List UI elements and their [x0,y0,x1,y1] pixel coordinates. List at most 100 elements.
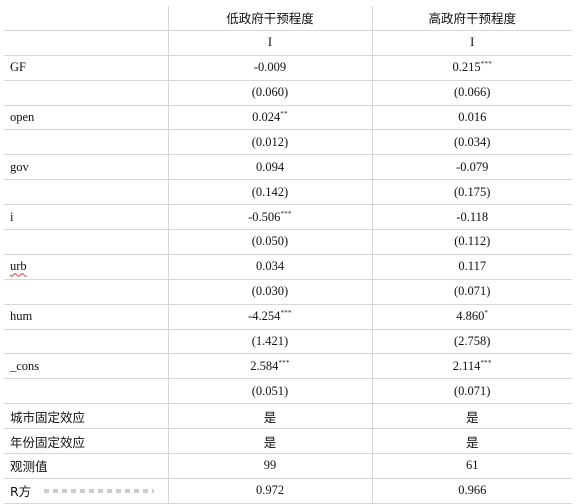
model-row: I I [4,30,572,56]
cell-value: (0.030) [251,284,289,299]
significance-stars: *** [280,209,292,218]
cell-value: (0.071) [454,383,491,398]
header-cell-low-intervention: 低政府干预程度 [168,6,373,31]
variable-name: 观测值 [10,459,48,475]
variable-name-cell [4,129,169,156]
value-cell-high-intervention: 0.966 [372,478,572,504]
significance-stars: *** [480,60,493,69]
cell-value: 4.860 [456,309,485,324]
value-cell-high-intervention: 是 [372,428,572,455]
cell-value: 0.094 [255,159,285,174]
value-cell-low-intervention: 2.584*** [168,353,373,380]
table-row: (0.051) (0.071) [4,378,572,405]
value-cell-low-intervention: (0.050) [168,229,373,255]
cell-value: 是 [263,434,277,450]
table-row: _cons 2.584*** 2.114*** [4,353,572,380]
variable-name-cell: gov [4,154,169,181]
table-row: gov 0.094 -0.079 [4,154,572,181]
value-cell-low-intervention: -4.254*** [168,304,373,330]
table-row: (0.060) (0.066) [4,80,572,106]
variable-name: 年份固定效应 [10,434,86,450]
variable-name-cell: urb [4,254,169,280]
value-cell-low-intervention: (0.060) [168,80,373,106]
variable-name: i [10,209,14,224]
value-cell-high-intervention: 61 [372,453,572,479]
table-row: 观测值 99 61 [4,453,572,479]
cell-value: 0.117 [458,259,487,274]
variable-name-cell: hum [4,304,169,330]
cell-value: 0.966 [458,483,487,498]
cell-value: (0.051) [251,383,289,398]
value-cell-high-intervention: 是 [372,403,572,430]
cell-value: (0.012) [251,134,289,149]
regression-table-container: 低政府干预程度 高政府干预程度 I I GF -0.009 0.215*** (0.0… [4,6,572,504]
value-cell-high-intervention: (0.175) [372,179,572,206]
model-cell-high: I [372,30,572,56]
table-row: open 0.024** 0.016 [4,105,572,131]
cell-value: 2.114 [452,358,481,373]
variable-name: R方 [10,484,32,500]
cell-value: (0.175) [454,184,491,199]
significance-stars: * [484,309,489,318]
table-row: (0.012) (0.034) [4,129,572,156]
header-row: 低政府干预程度 高政府干预程度 [4,6,572,31]
cell-value: -4.254 [248,309,281,324]
value-cell-high-intervention: (0.034) [372,129,572,156]
cell-value: (0.034) [454,134,491,149]
variable-name-cell [4,378,169,405]
cell-value: 是 [263,409,277,425]
variable-name-cell [4,229,169,255]
variable-name-cell: 城市固定效应 [4,403,169,430]
value-cell-low-intervention: 0.094 [168,154,373,181]
value-cell-high-intervention: (2.758) [372,329,572,355]
variable-name-cell [4,80,169,106]
table-row: (0.050) (0.112) [4,229,572,255]
table-row: (0.030) (0.071) [4,279,572,305]
cell-value: -0.118 [456,209,489,224]
cell-value: (0.066) [454,85,491,100]
table-row: hum -4.254*** 4.860* [4,304,572,330]
cell-value: 0.016 [458,110,487,124]
variable-name-cell [4,279,169,305]
table-row: 城市固定效应 是 是 [4,403,572,430]
cell-value: (0.142) [251,184,289,199]
table-row: urb 0.034 0.117 [4,254,572,280]
header-cell-high-intervention: 高政府干预程度 [372,6,572,31]
value-cell-high-intervention: -0.118 [372,204,572,231]
cell-value: -0.009 [253,60,287,75]
significance-stars: *** [278,358,290,367]
cell-value: 是 [465,434,479,450]
value-cell-low-intervention: (0.012) [168,129,373,156]
cell-value: 是 [465,409,479,425]
table-row: 年份固定效应 是 是 [4,428,572,455]
value-cell-high-intervention: (0.071) [372,378,572,405]
variable-name-cell: _cons [4,353,169,380]
variable-name-cell [4,329,169,355]
variable-name: gov [10,159,29,174]
value-cell-high-intervention: (0.066) [372,80,572,106]
value-cell-low-intervention: -0.009 [168,55,373,81]
value-cell-high-intervention: -0.079 [372,154,572,181]
cell-value: (0.112) [454,234,491,249]
regression-table-body: 低政府干预程度 高政府干预程度 I I GF -0.009 0.215*** (0.0… [4,6,572,504]
variable-name-cell: GF [4,55,169,81]
table-row: GF -0.009 0.215*** [4,55,572,81]
variable-name: _cons [10,358,40,373]
significance-stars: *** [280,309,292,318]
value-cell-low-intervention: 0.024** [168,105,373,131]
value-cell-low-intervention: 99 [168,453,373,479]
significance-stars: *** [480,358,492,367]
cell-value: (0.060) [251,85,289,100]
regression-table: 低政府干预程度 高政府干预程度 I I GF -0.009 0.215*** (0.0… [4,6,572,504]
value-cell-low-intervention: -0.506*** [168,204,373,231]
cell-value: -0.506 [248,209,281,224]
value-cell-high-intervention: (0.071) [372,279,572,305]
value-cell-low-intervention: (0.051) [168,378,373,405]
variable-name: hum [10,309,33,324]
significance-stars: ** [280,110,288,118]
value-cell-high-intervention: 2.114*** [372,353,572,380]
model-cell-low: I [168,30,373,56]
table-row: i -0.506*** -0.118 [4,204,572,231]
cell-value: (0.050) [251,234,289,249]
table-row: (1.421) (2.758) [4,329,572,355]
